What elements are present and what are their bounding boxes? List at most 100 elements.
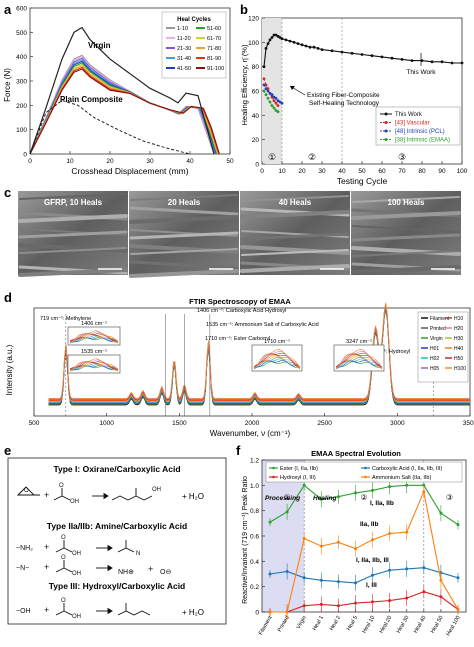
e-arrowhead [107,607,113,615]
d-inset-trace [69,358,119,372]
d-inset-trace [335,360,383,368]
panel-b: b Healing Efficiency, η̄ (%) 0 20 40 60 80 10… [240,2,468,186]
d-inset: 1406 cm⁻¹ [67,321,121,346]
f-cycle-circle: ③ [446,493,453,502]
d-legend-label: H10 [454,316,463,322]
b-data-point [390,56,394,60]
d-annotation-label: 1406 cm⁻¹: Carboxylic Acid Hydroxyl [197,308,286,314]
d-xticks: 500 1000 1500 2000 2500 3000 3500 [29,413,474,427]
f-data-point [302,483,306,487]
panel-f: f EMAA Spectral Evolution Reactive/Invar… [236,443,467,637]
f-xtick-label: Filament [258,615,274,637]
b-data-point [266,87,270,90]
f-data-point [439,578,443,582]
b-legend [375,106,461,146]
a-legend-label: 21-30 [177,46,191,52]
c-sem-fiber [240,210,350,219]
f-data-point [405,483,409,487]
d-inset-trace [335,350,383,369]
c-sem-fiber [351,211,461,220]
f-data-point [336,580,340,584]
f-data-point [336,495,340,499]
e-atom-label: OH [70,499,79,505]
a-legend-label: 91-100 [207,66,224,72]
f-data-point [456,576,460,580]
e-reaction-schemes: O + OH O OH ~NH₂ + OH O N ~N~ + OH O NH⊕ + O⊖ ~OH + OH O [16,483,171,620]
d-spectrum-line [48,302,470,399]
f-series-label-hydroxyl: I, III [366,582,377,589]
f-legend-items: Ester (I, IIa, IIb) Carboxylic Acid (I, I… [269,466,442,481]
b-data-point [270,93,274,97]
c-sem-fiber [240,232,350,241]
b-legend-marker [384,112,388,116]
b-ytick-label: 20 [252,137,260,144]
d-inset-trace [69,330,119,344]
f-data-point [285,570,289,573]
b-data-point [410,59,414,62]
f-data-point [388,532,392,535]
b-data-point [266,42,270,45]
e-oxirane [16,486,40,496]
b-ytick-label: 0 [255,162,259,169]
f-ylabel: Reactive/Invariant (719 cm⁻¹) Peak Ratio [242,476,249,604]
f-xtick-label: Heal 20 [379,615,394,634]
d-inset-trace [253,350,301,369]
b-data-point [460,61,464,65]
e-plus-sign: + [44,562,49,572]
d-inset-trace [253,360,301,368]
f-data-point [456,523,460,527]
b-legend-label: [38] Intrinsic (EMAA) [395,138,450,144]
b-note-existing-2: Self-Healing Technology [309,100,380,107]
d-inset: 3247 cm⁻¹ [333,339,385,372]
a-ytick-label: 400 [16,54,27,61]
b-note-existing: Existing Fiber-Composite [307,92,380,99]
c-sem-fiber [19,193,127,200]
f-data-point [371,488,374,492]
e-carboxylic-acid [53,488,71,501]
f-data-point [319,578,323,582]
f-data-point [405,530,409,534]
b-xtick-label: 50 [358,168,366,175]
d-spectrum-line [48,305,470,402]
f-xtick-label: Virgin [296,615,308,630]
e-ammonium: NH⊕ [118,569,134,576]
b-xtick-label: 30 [318,168,326,175]
panel-letter-a: a [4,2,12,17]
c-sem-image: 100 Heals [351,191,461,275]
a-ytick-label: 0 [23,152,27,159]
c-sem-fiber [130,248,238,255]
d-xtick-label: 3500 [463,420,474,427]
e-carboxylic-acid [55,540,73,553]
f-data-point [422,490,426,494]
b-data-point [370,54,374,58]
f-xtick-label: Printed [277,615,291,633]
c-sem-fiber [351,265,461,274]
f-data-point [319,544,323,548]
a-plain-composite-curve [29,99,191,155]
c-sem-image: 40 Heals [240,191,350,275]
f-grid [303,460,425,612]
b-data-point [270,95,274,99]
b-data-point [300,43,304,47]
f-title: EMAA Spectral Evolution [311,449,401,458]
b-data-point [340,50,344,54]
d-insets: 1406 cm⁻¹ 1535 cm⁻¹ 1710 cm⁻¹ 3247 cm⁻¹ [67,321,385,374]
f-data-point [422,566,426,570]
d-legend-label: H20 [454,326,463,332]
b-data-point [272,33,276,37]
a-ytick-label: 500 [16,30,27,37]
a-xtick-label: 0 [28,158,32,165]
a-legend-label: 1-10 [177,26,188,32]
f-data-point [302,576,306,580]
f-data-point [422,590,426,594]
b-data-point [276,110,280,114]
d-legend-label: H100 [454,366,466,372]
d-inset-trace [335,348,383,370]
c-sem-fiber [18,230,128,239]
d-inset-trace [69,359,119,371]
c-sem-caption: 100 Heals [388,198,425,207]
f-phase-healing: Healing [313,495,337,502]
panel-letter-c: c [4,185,11,200]
c-sem-fiber [352,250,460,257]
f-legend-marker [272,475,275,479]
